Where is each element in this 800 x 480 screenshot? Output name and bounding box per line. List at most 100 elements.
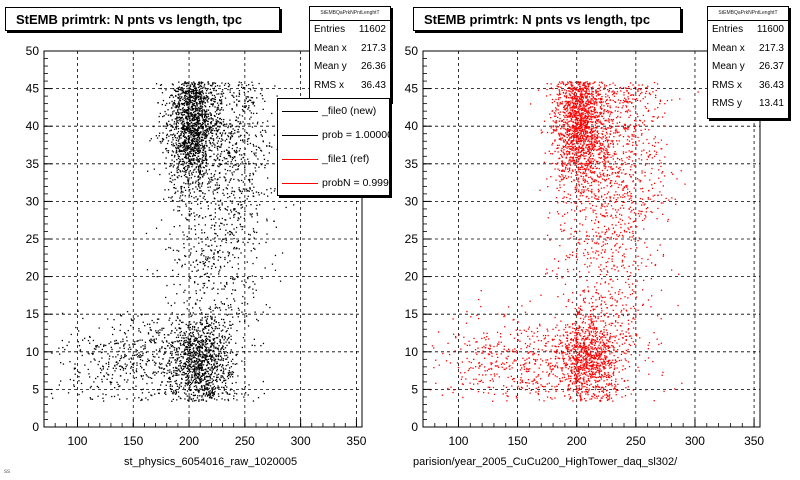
scatter-point	[183, 142, 185, 145]
scatter-point	[571, 107, 574, 109]
scatter-point	[196, 149, 198, 151]
scatter-point	[221, 103, 223, 105]
scatter-point	[200, 360, 202, 362]
scatter-point	[251, 178, 253, 181]
scatter-point	[201, 361, 203, 363]
scatter-point	[214, 208, 216, 210]
scatter-point	[222, 125, 225, 127]
scatter-point	[199, 215, 201, 217]
scatter-point	[196, 159, 198, 161]
scatter-point	[173, 226, 175, 228]
scatter-point	[220, 359, 223, 361]
scatter-point	[189, 97, 192, 99]
scatter-point	[201, 241, 203, 243]
scatter-point	[209, 339, 211, 341]
scatter-point	[237, 212, 239, 214]
scatter-point	[261, 129, 264, 131]
scatter-point	[185, 146, 188, 148]
scatter-point	[203, 343, 205, 345]
scatter-point	[175, 144, 178, 146]
scatter-point	[184, 170, 187, 172]
scatter-point	[166, 341, 168, 343]
scatter-point	[217, 200, 219, 202]
scatter-point	[156, 276, 158, 278]
scatter-point	[178, 116, 180, 118]
scatter-point	[147, 170, 149, 172]
scatter-point	[171, 344, 174, 347]
scatter-point	[208, 139, 210, 142]
scatter-point	[195, 166, 198, 168]
scatter-point	[177, 317, 179, 319]
scatter-point	[249, 118, 251, 120]
scatter-point	[249, 175, 251, 177]
scatter-point	[205, 320, 208, 322]
scatter-point	[216, 342, 218, 345]
scatter-point	[235, 231, 237, 233]
scatter-point	[211, 176, 213, 179]
scatter-point	[108, 342, 110, 345]
scatter-point	[193, 350, 195, 352]
scatter-point	[194, 337, 196, 339]
scatter-point	[185, 176, 187, 178]
scatter-point	[197, 149, 199, 152]
scatter-point	[575, 378, 577, 380]
scatter-point	[176, 169, 178, 171]
scatter-point	[252, 400, 255, 402]
scatter-point	[210, 218, 212, 221]
scatter-point	[594, 197, 596, 199]
scatter-point	[236, 241, 238, 243]
scatter-point	[202, 217, 204, 219]
scatter-point	[119, 375, 122, 377]
scatter-point	[209, 340, 211, 342]
scatter-point	[188, 108, 190, 111]
scatter-point	[221, 93, 223, 95]
scatter-point	[203, 95, 205, 98]
scatter-point	[192, 334, 194, 336]
scatter-point	[249, 286, 251, 288]
scatter-point	[201, 385, 203, 388]
scatter-point	[643, 124, 645, 126]
scatter-point	[274, 254, 277, 257]
scatter-point	[194, 225, 196, 227]
scatter-point	[122, 340, 124, 343]
scatter-point	[97, 376, 99, 378]
scatter-point	[196, 397, 199, 399]
scatter-point	[199, 165, 201, 167]
scatter-point	[123, 332, 126, 334]
scatter-point	[185, 82, 188, 85]
scatter-point	[210, 364, 212, 366]
scatter-point	[183, 128, 185, 130]
scatter-point	[570, 159, 572, 162]
scatter-point	[195, 152, 197, 155]
scatter-point	[613, 197, 615, 199]
scatter-point	[175, 112, 177, 115]
scatter-point	[205, 171, 207, 173]
scatter-point	[145, 363, 147, 365]
scatter-point	[564, 222, 566, 224]
scatter-point	[175, 367, 177, 370]
scatter-point	[62, 346, 64, 349]
scatter-point	[207, 338, 209, 340]
scatter-point	[177, 157, 180, 159]
scatter-point	[186, 382, 188, 385]
scatter-point	[204, 368, 206, 371]
scatter-point	[181, 369, 183, 371]
scatter-point	[203, 339, 205, 342]
scatter-point	[180, 355, 182, 358]
scatter-point	[603, 334, 605, 336]
scatter-point	[195, 95, 197, 97]
scatter-point	[172, 105, 174, 107]
scatter-point	[201, 159, 204, 161]
scatter-point	[219, 265, 222, 268]
scatter-point	[227, 251, 229, 253]
scatter-point	[605, 137, 607, 139]
scatter-point	[182, 356, 184, 358]
scatter-point	[207, 276, 210, 278]
scatter-point	[233, 194, 235, 196]
scatter-point	[230, 123, 232, 125]
scatter-point	[204, 341, 206, 344]
scatter-point	[208, 329, 210, 331]
scatter-point	[138, 355, 140, 357]
scatter-point	[223, 265, 226, 267]
scatter-point	[653, 332, 655, 334]
